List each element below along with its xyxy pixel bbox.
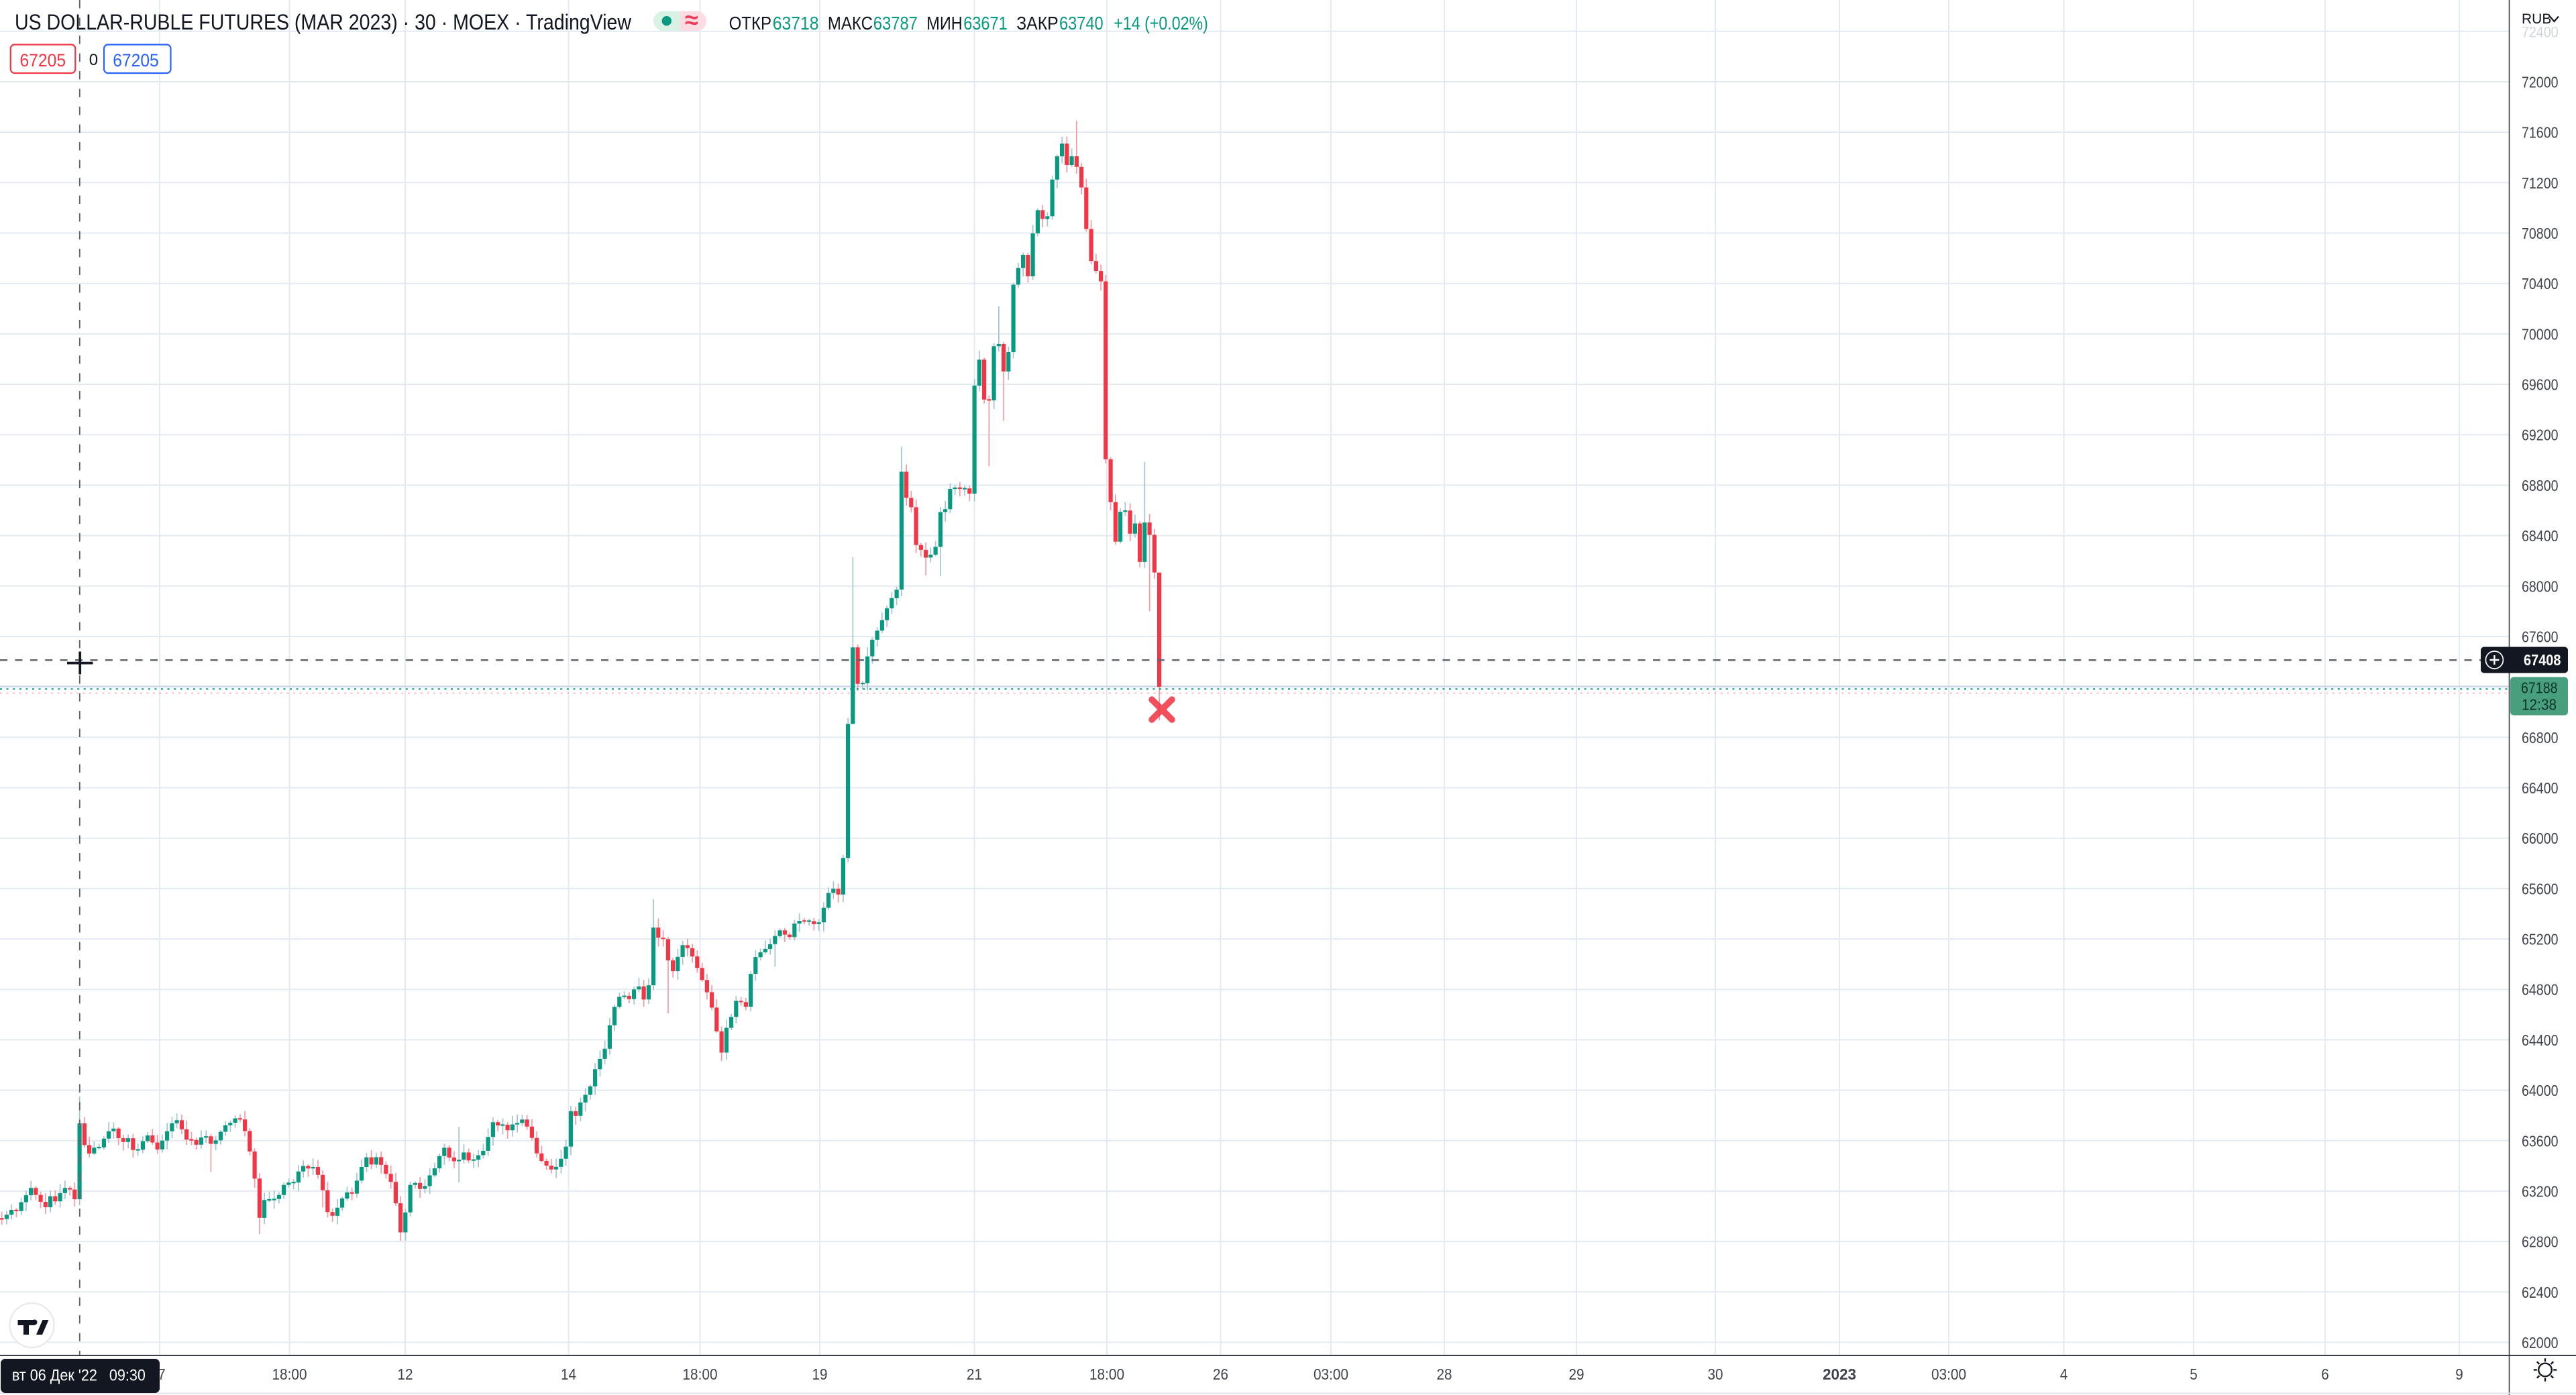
svg-text:18:00: 18:00 bbox=[1089, 1365, 1124, 1383]
svg-text:67205: 67205 bbox=[113, 50, 159, 70]
svg-text:2023: 2023 bbox=[1823, 1365, 1856, 1383]
svg-text:67188: 67188 bbox=[2521, 679, 2558, 697]
svg-text:67205: 67205 bbox=[20, 50, 66, 70]
svg-text:71200: 71200 bbox=[2522, 174, 2559, 192]
svg-text:03:00: 03:00 bbox=[1931, 1365, 1966, 1383]
svg-text:62400: 62400 bbox=[2522, 1284, 2559, 1301]
svg-text:0: 0 bbox=[89, 51, 98, 69]
svg-text:63671: 63671 bbox=[963, 13, 1008, 34]
svg-text:7: 7 bbox=[158, 1365, 166, 1383]
svg-text:+14 (+0.02%): +14 (+0.02%) bbox=[1114, 13, 1208, 34]
svg-text:63600: 63600 bbox=[2522, 1132, 2559, 1150]
svg-text:МИН: МИН bbox=[926, 13, 963, 34]
svg-text:6: 6 bbox=[2321, 1365, 2329, 1383]
svg-text:62000: 62000 bbox=[2522, 1334, 2559, 1351]
svg-text:ОТКР: ОТКР bbox=[729, 13, 771, 34]
svg-text:63200: 63200 bbox=[2522, 1183, 2559, 1201]
svg-text:28: 28 bbox=[1437, 1365, 1452, 1383]
svg-text:12:38: 12:38 bbox=[2522, 696, 2557, 714]
svg-text:66000: 66000 bbox=[2522, 830, 2559, 847]
svg-text:72000: 72000 bbox=[2522, 74, 2559, 91]
svg-text:03:00: 03:00 bbox=[1313, 1365, 1348, 1383]
svg-text:66800: 66800 bbox=[2522, 729, 2559, 746]
svg-text:5: 5 bbox=[2190, 1365, 2198, 1383]
svg-text:30: 30 bbox=[1708, 1365, 1723, 1383]
svg-text:МАКС: МАКС bbox=[828, 13, 873, 34]
svg-text:4: 4 bbox=[2060, 1365, 2068, 1383]
svg-text:65200: 65200 bbox=[2522, 931, 2559, 948]
svg-text:68000: 68000 bbox=[2522, 577, 2559, 595]
svg-text:21: 21 bbox=[967, 1365, 982, 1383]
svg-text:ЗАКР: ЗАКР bbox=[1016, 13, 1059, 34]
svg-text:вт 06 Дек '22 09:30: вт 06 Дек '22 09:30 bbox=[12, 1367, 146, 1385]
svg-text:67600: 67600 bbox=[2522, 628, 2559, 646]
svg-text:19: 19 bbox=[812, 1365, 828, 1383]
svg-text:18:00: 18:00 bbox=[272, 1365, 307, 1383]
svg-text:70000: 70000 bbox=[2522, 325, 2559, 343]
svg-text:64800: 64800 bbox=[2522, 981, 2559, 999]
svg-text:RUB: RUB bbox=[2522, 11, 2551, 27]
svg-text:70400: 70400 bbox=[2522, 275, 2559, 292]
svg-text:67408: 67408 bbox=[2524, 651, 2561, 669]
svg-text:64400: 64400 bbox=[2522, 1031, 2559, 1049]
svg-text:70800: 70800 bbox=[2522, 225, 2559, 242]
svg-text:68800: 68800 bbox=[2522, 477, 2559, 494]
svg-text:14: 14 bbox=[561, 1365, 576, 1383]
svg-text:12: 12 bbox=[398, 1365, 413, 1383]
svg-text:66400: 66400 bbox=[2522, 779, 2559, 797]
svg-text:69600: 69600 bbox=[2522, 376, 2559, 394]
svg-text:9: 9 bbox=[2455, 1365, 2463, 1383]
svg-text:26: 26 bbox=[1213, 1365, 1228, 1383]
svg-text:US DOLLAR-RUBLE FUTURES (MAR 2: US DOLLAR-RUBLE FUTURES (MAR 2023) · 30 … bbox=[15, 10, 632, 34]
svg-text:62800: 62800 bbox=[2522, 1233, 2559, 1251]
svg-text:63740: 63740 bbox=[1059, 13, 1104, 34]
svg-text:64000: 64000 bbox=[2522, 1082, 2559, 1099]
svg-text:29: 29 bbox=[1569, 1365, 1585, 1383]
svg-text:63718: 63718 bbox=[773, 13, 819, 34]
svg-text:18:00: 18:00 bbox=[683, 1365, 718, 1383]
svg-text:≈: ≈ bbox=[685, 6, 698, 34]
svg-text:69200: 69200 bbox=[2522, 427, 2559, 444]
svg-text:65600: 65600 bbox=[2522, 880, 2559, 897]
svg-text:63787: 63787 bbox=[873, 13, 918, 34]
svg-text:68400: 68400 bbox=[2522, 527, 2559, 545]
svg-text:71600: 71600 bbox=[2522, 124, 2559, 142]
